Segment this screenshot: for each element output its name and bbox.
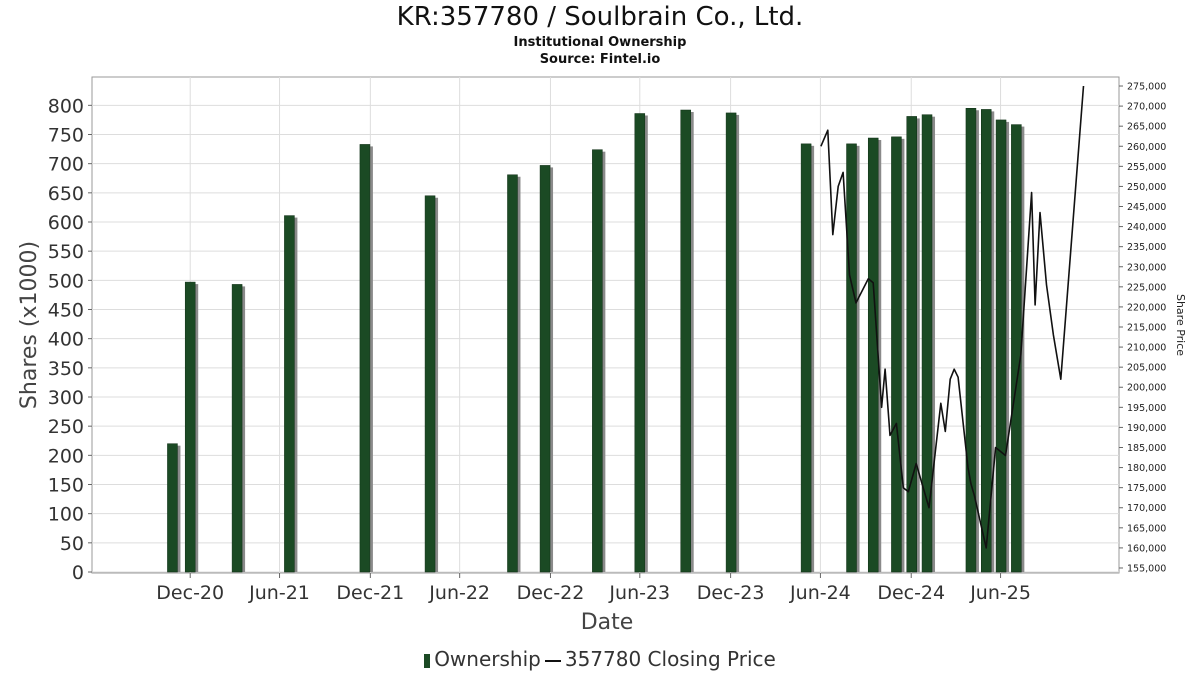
ownership-bar — [1011, 124, 1022, 573]
y2-tick-label: 200,000 — [1127, 383, 1166, 394]
grid-layer — [92, 77, 1119, 573]
y-axis-title: Shares (x1000) — [17, 241, 42, 409]
ownership-bar — [980, 109, 992, 573]
y2-tick-label: 185,000 — [1127, 443, 1166, 454]
ownership-bar — [359, 144, 371, 573]
y-tick-label: 350 — [48, 358, 84, 380]
y2-tick-label: 165,000 — [1127, 523, 1166, 534]
axis-layer: 0 50 100 150 200 250 300 350 400 450 500 550 600 650 7… — [48, 82, 1167, 604]
y-tick-label: 0 — [72, 562, 84, 584]
y-tick-label: 750 — [48, 125, 84, 147]
ownership-bar — [284, 215, 295, 573]
ownership-bar — [995, 119, 1007, 573]
y2-tick-label: 230,000 — [1127, 262, 1166, 273]
chart-source: Source: Fintel.io — [539, 52, 661, 67]
price-line — [820, 85, 1085, 549]
legend-price-label: 357780 Closing Price — [564, 647, 776, 671]
y-tick-label: 550 — [48, 241, 84, 263]
ownership-bar — [592, 149, 603, 573]
y-tick-label: 150 — [48, 475, 84, 497]
chart-subtitle: Institutional Ownership — [513, 35, 687, 50]
y-tick-label: 400 — [48, 329, 84, 351]
ownership-bar — [891, 136, 902, 573]
y2-tick-label: 255,000 — [1127, 162, 1166, 173]
y-tick-label: 800 — [48, 95, 84, 117]
ownership-bar — [725, 112, 737, 573]
y-tick-label: 500 — [48, 270, 84, 292]
y2-tick-label: 155,000 — [1127, 563, 1166, 574]
x-tick-label: Jun-24 — [789, 582, 851, 604]
ownership-bar — [231, 284, 243, 573]
bar-layer — [167, 108, 1025, 573]
chart-title: KR:357780 / Soulbrain Co., Ltd. — [396, 2, 804, 32]
x-tick-label: Jun-21 — [248, 582, 310, 604]
y2-tick-label: 225,000 — [1127, 282, 1166, 293]
y2-tick-label: 210,000 — [1127, 343, 1166, 354]
y2-tick-label: 190,000 — [1127, 423, 1166, 434]
y2-tick-label: 170,000 — [1127, 503, 1166, 514]
x-tick-label: Dec-21 — [336, 582, 404, 604]
y-tick-label: 600 — [48, 212, 84, 234]
ownership-bar — [184, 281, 196, 573]
legend-price-swatch — [544, 659, 561, 662]
y-tick-label: 50 — [60, 533, 84, 555]
y2-tick-label: 260,000 — [1127, 142, 1166, 153]
y2-tick-label: 265,000 — [1127, 122, 1166, 133]
y2-tick-label: 240,000 — [1127, 222, 1166, 233]
y2-tick-label: 160,000 — [1127, 543, 1166, 554]
legend-ownership-label: Ownership — [434, 647, 541, 671]
y2-tick-label: 175,000 — [1127, 483, 1166, 494]
x-tick-label: Dec-24 — [877, 582, 945, 604]
x-tick-label: Dec-22 — [517, 582, 585, 604]
x-tick-label: Dec-20 — [156, 582, 224, 604]
y2-tick-label: 245,000 — [1127, 202, 1166, 213]
y2-tick-label: 205,000 — [1127, 363, 1166, 374]
ownership-bar — [846, 143, 857, 573]
y-tick-label: 450 — [48, 300, 84, 322]
legend-ownership-swatch — [424, 653, 431, 668]
y-tick-label: 700 — [48, 154, 84, 176]
ownership-bar — [965, 108, 977, 573]
y2-tick-label: 235,000 — [1127, 242, 1166, 253]
y2-tick-label: 215,000 — [1127, 323, 1166, 334]
ownership-bar — [800, 143, 812, 573]
y2-tick-label: 180,000 — [1127, 463, 1166, 474]
y-tick-label: 250 — [48, 416, 84, 438]
y2-tick-label: 195,000 — [1127, 403, 1166, 414]
y2-tick-label: 220,000 — [1127, 302, 1166, 313]
y2-tick-label: 250,000 — [1127, 182, 1166, 193]
y2-axis-title: Share Price — [1174, 294, 1187, 356]
ownership-bar — [680, 109, 691, 573]
x-tick-label: Jun-25 — [969, 582, 1031, 604]
ownership-bar — [539, 165, 551, 573]
x-tick-label: Jun-22 — [428, 582, 490, 604]
y-tick-label: 300 — [48, 387, 84, 409]
ownership-bar — [167, 443, 178, 573]
ownership-bar — [634, 113, 646, 573]
plot-frame — [91, 76, 1120, 574]
y2-tick-label: 270,000 — [1127, 102, 1166, 113]
line-layer — [820, 85, 1085, 549]
y2-tick-label: 275,000 — [1127, 82, 1166, 93]
y-tick-label: 650 — [48, 183, 84, 205]
x-axis-title: Date — [581, 610, 634, 635]
x-tick-label: Dec-23 — [697, 582, 765, 604]
ownership-bar — [921, 114, 933, 573]
ownership-bar — [424, 195, 436, 573]
y-tick-label: 100 — [48, 504, 84, 526]
chart-legend: Ownership 357780 Closing Price — [0, 647, 1200, 671]
x-tick-label: Jun-23 — [608, 582, 670, 604]
y-tick-label: 200 — [48, 445, 84, 467]
ownership-bar — [867, 137, 879, 573]
ownership-bar — [507, 174, 518, 573]
ownership-bar — [906, 116, 917, 573]
